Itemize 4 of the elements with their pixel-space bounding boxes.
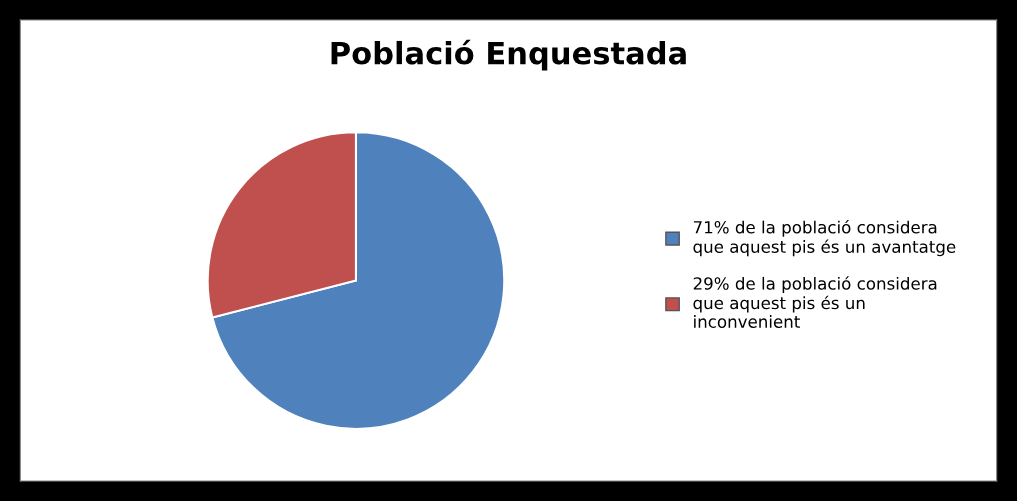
legend-label: 71% de la població considera que aquest pis és un avantatge <box>693 219 956 257</box>
pie-slice <box>211 131 506 430</box>
legend-label: 29% de la població considera que aquest pis és un inconvenient <box>693 276 937 328</box>
chart-title: Població Enquestada <box>331 39 686 71</box>
